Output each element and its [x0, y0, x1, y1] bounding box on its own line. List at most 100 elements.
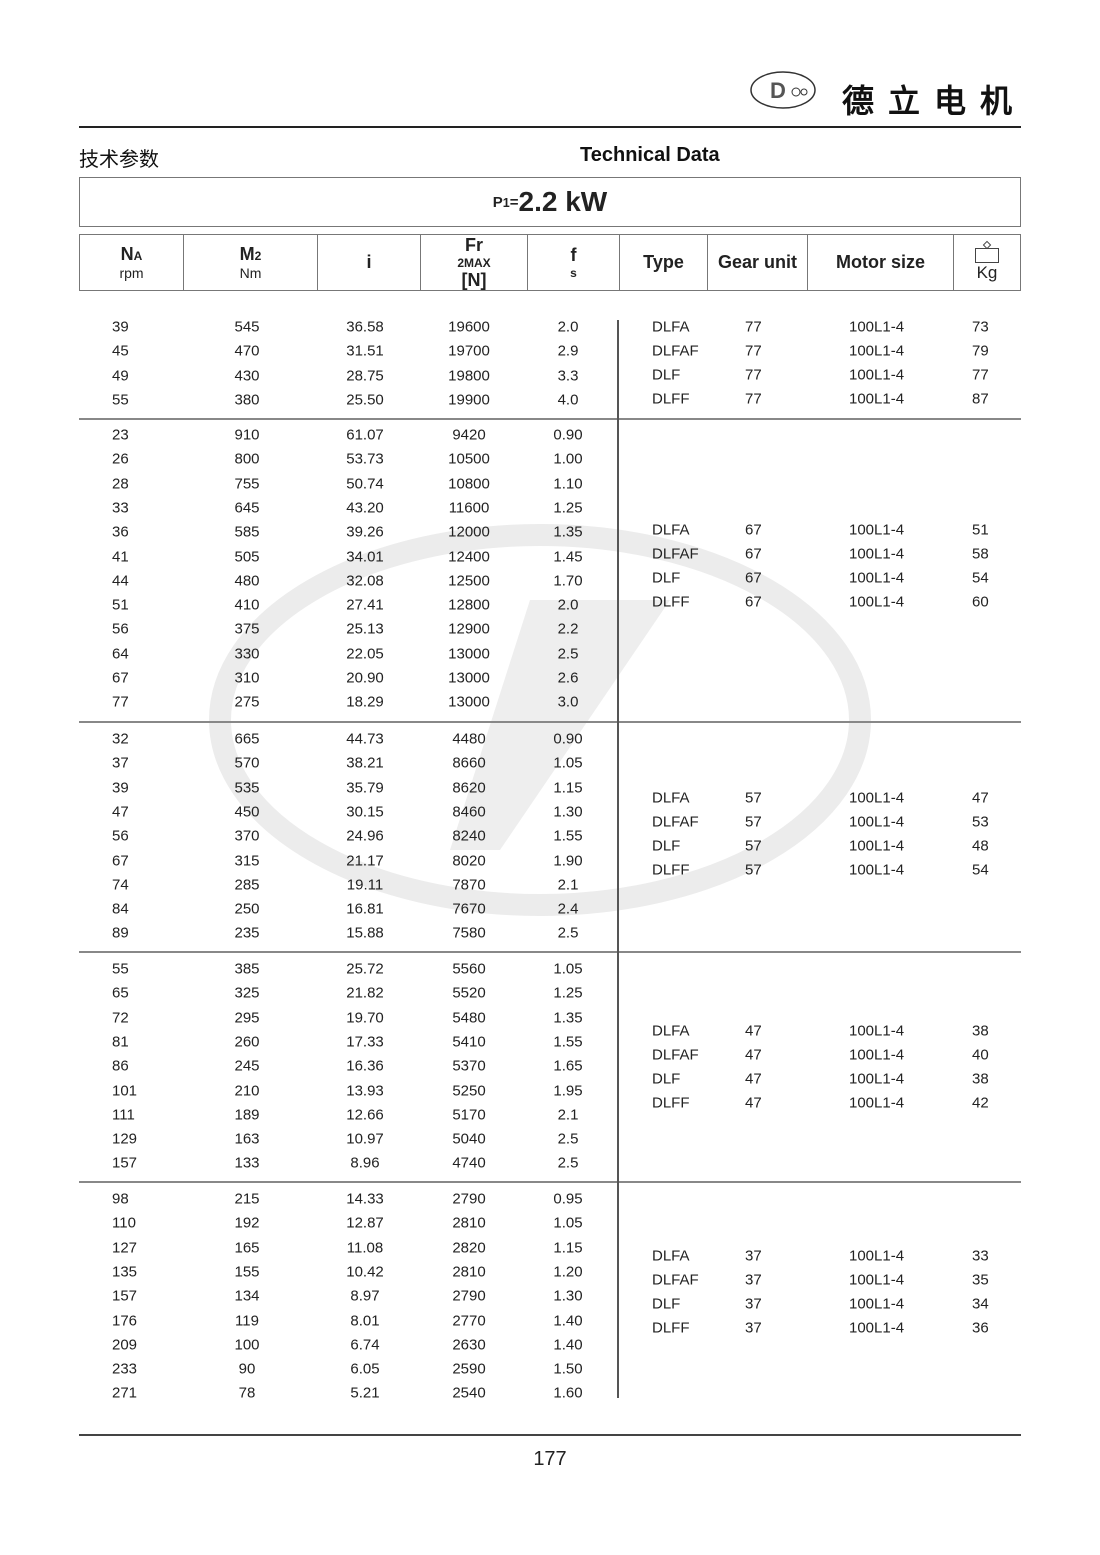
cell-weight: 38	[972, 1022, 989, 1040]
cell-fr: 2810	[452, 1263, 486, 1281]
cell-fr: 10800	[448, 475, 490, 493]
cell-m2: 910	[234, 426, 260, 444]
cell-fs: 1.00	[553, 450, 583, 468]
cell-fr: 10500	[448, 450, 490, 468]
cell-na: 67	[112, 852, 129, 869]
cell-i: 13.93	[346, 1082, 384, 1099]
cell-fs: 2.5	[557, 924, 579, 942]
cell-na: 39	[112, 318, 129, 336]
cell-fr: 19900	[448, 391, 490, 409]
cell-type: DLFF	[652, 390, 690, 408]
cell-i: 25.50	[346, 391, 384, 409]
cell-type: DLF	[652, 569, 681, 587]
cell-fs: 1.65	[553, 1057, 583, 1075]
cell-weight: 54	[972, 569, 989, 587]
cell-m2: 155	[234, 1263, 260, 1281]
cell-weight: 34	[972, 1295, 989, 1313]
cell-m2: 245	[234, 1057, 260, 1075]
cell-fr: 13000	[448, 669, 490, 687]
cell-fs: 1.95	[553, 1082, 583, 1099]
cell-gear-unit: 77	[745, 390, 762, 408]
cell-i: 19.70	[346, 1009, 384, 1027]
svg-text:D: D	[770, 78, 786, 103]
brand-name: 德立电机	[842, 82, 1027, 120]
cell-fs: 2.0	[557, 596, 579, 614]
cell-fs: 1.05	[553, 960, 583, 978]
cell-fs: 1.30	[553, 1287, 583, 1305]
cell-m2: 665	[234, 730, 260, 748]
cell-i: 44.73	[346, 730, 384, 748]
cell-na: 127	[112, 1239, 138, 1257]
cell-fs: 1.90	[553, 852, 583, 869]
header-na: NA rpm	[80, 235, 184, 290]
cell-na: 135	[112, 1263, 138, 1281]
cell-weight: 33	[972, 1247, 989, 1265]
cell-motor-size: 100L1-4	[849, 837, 905, 855]
cell-fs: 2.9	[557, 342, 579, 360]
cell-i: 10.97	[346, 1130, 384, 1148]
cell-i: 43.20	[346, 499, 384, 517]
cell-i: 6.05	[350, 1360, 380, 1378]
cell-fs: 1.05	[553, 754, 583, 772]
cell-fr: 12400	[448, 548, 490, 565]
cell-gear-unit: 67	[745, 569, 762, 587]
cell-fr: 7870	[452, 876, 486, 894]
cell-na: 39	[112, 779, 129, 797]
cell-i: 38.21	[346, 754, 384, 772]
cell-na: 55	[112, 391, 129, 409]
cell-fs: 1.30	[553, 803, 583, 821]
cell-type: DLF	[652, 366, 681, 384]
cell-fs: 1.35	[553, 523, 583, 541]
cell-motor-size: 100L1-4	[849, 342, 905, 360]
cell-i: 8.01	[350, 1312, 380, 1329]
cell-i: 21.17	[346, 852, 384, 869]
cell-gear-unit: 57	[745, 837, 762, 855]
cell-weight: 53	[972, 813, 989, 831]
cell-fr: 19800	[448, 367, 490, 385]
cell-na: 84	[112, 900, 129, 918]
power-rating-box: P1= 2.2 kW	[79, 177, 1021, 227]
cell-gear-unit: 47	[745, 1046, 762, 1064]
cell-type: DLFA	[652, 318, 690, 336]
cell-fr: 5170	[452, 1106, 486, 1124]
cell-m2: 325	[234, 984, 260, 1002]
cell-type: DLF	[652, 1295, 681, 1313]
footer-divider	[79, 1434, 1021, 1436]
cell-type: DLFF	[652, 1319, 690, 1337]
cell-m2: 192	[234, 1214, 260, 1232]
header-motor-size: Motor size	[808, 235, 954, 290]
page-number: 177	[533, 1448, 567, 1470]
cell-motor-size: 100L1-4	[849, 1046, 905, 1064]
cell-fs: 1.15	[553, 779, 583, 797]
cell-type: DLFA	[652, 521, 690, 539]
cell-i: 12.87	[346, 1214, 384, 1232]
cell-na: 77	[112, 693, 129, 711]
cell-gear-unit: 77	[745, 318, 762, 336]
header-weight-label: Kg	[976, 263, 998, 282]
cell-i: 8.97	[350, 1287, 380, 1305]
cell-na: 157	[112, 1287, 138, 1305]
cell-fs: 2.5	[557, 1130, 579, 1148]
cell-fr: 2590	[452, 1360, 486, 1378]
cell-m2: 410	[234, 596, 260, 614]
cell-i: 5.21	[350, 1384, 380, 1402]
cell-fr: 9420	[452, 426, 486, 444]
cell-na: 45	[112, 342, 129, 360]
cell-fr: 7580	[452, 924, 486, 942]
cell-fs: 1.15	[553, 1239, 583, 1257]
cell-m2: 375	[234, 620, 260, 638]
cell-na: 55	[112, 960, 129, 978]
cell-gear-unit: 47	[745, 1022, 762, 1040]
header-fr: Fr 2MAX [N]	[421, 235, 528, 290]
cell-weight: 42	[972, 1094, 989, 1112]
cell-weight: 54	[972, 861, 989, 879]
cell-fr: 2540	[452, 1384, 486, 1402]
cell-weight: 87	[972, 390, 989, 408]
cell-na: 56	[112, 620, 129, 638]
header-na-label: NA	[120, 244, 143, 264]
cell-m2: 215	[234, 1190, 260, 1208]
cell-i: 53.73	[346, 450, 384, 468]
cell-gear-unit: 77	[745, 366, 762, 384]
cell-i: 11.08	[346, 1239, 384, 1257]
cell-na: 23	[112, 426, 129, 444]
